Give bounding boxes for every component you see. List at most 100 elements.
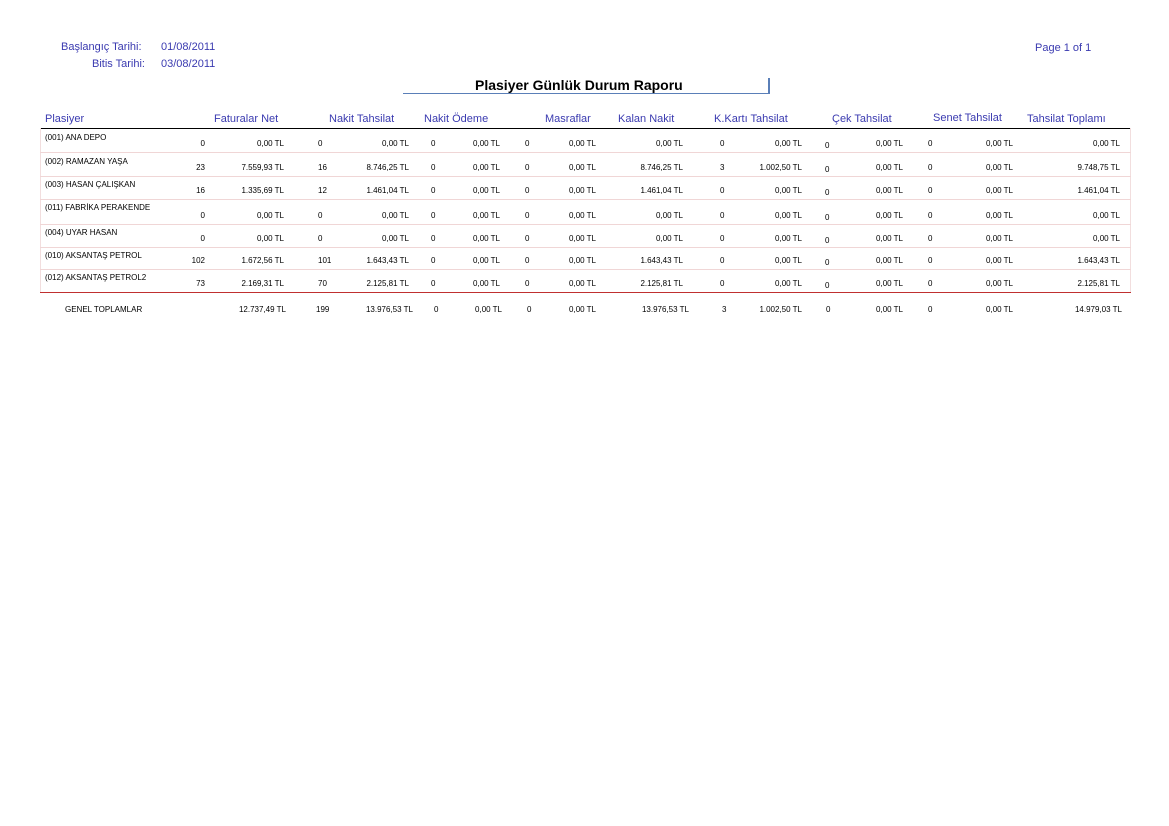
report-title: Plasiyer Günlük Durum Raporu [475,77,683,93]
totals-no-count: 0 [434,305,439,314]
no-count: 0 [431,163,436,172]
plasiyer-name: (004) UYAR HASAN [45,228,118,237]
nt-count: 101 [318,256,332,265]
kk-count: 0 [720,211,725,220]
totals-m-count: 0 [527,305,532,314]
kk-amount: 0,00 TL [775,139,802,148]
nt-amount: 0,00 TL [382,234,409,243]
row-divider [40,269,1131,270]
totals-kalan: 13.976,53 TL [641,305,689,314]
s-count: 0 [928,186,933,195]
s-amount: 0,00 TL [986,163,1013,172]
s-amount: 0,00 TL [986,234,1013,243]
faturalar-count: 73 [196,279,205,288]
m-count: 0 [525,234,530,243]
c-amount: 0,00 TL [876,163,903,172]
nt-count: 16 [318,163,327,172]
plasiyer-name: (012) AKSANTAŞ PETROL2 [45,273,147,282]
kalan-nakit: 8.746,25 TL [640,163,683,172]
row-divider [40,176,1131,177]
kk-amount: 1.002,50 TL [759,163,802,172]
s-count: 0 [928,139,933,148]
faturalar-count: 0 [200,139,205,148]
nt-amount: 1.643,43 TL [366,256,409,265]
totals-c-amount: 0,00 TL [876,305,903,314]
kk-count: 0 [720,234,725,243]
totals-nt-amount: 13.976,53 TL [365,305,413,314]
kalan-nakit: 1.461,04 TL [640,186,683,195]
m-count: 0 [525,211,530,220]
no-amount: 0,00 TL [473,186,500,195]
nt-amount: 1.461,04 TL [366,186,409,195]
tahsilat-toplam: 1.461,04 TL [1077,186,1120,195]
faturalar-amount: 1.335,69 TL [241,186,284,195]
totals-label: GENEL TOPLAMLAR [65,305,143,314]
kalan-nakit: 1.643,43 TL [640,256,683,265]
row-divider [40,199,1131,200]
tahsilat-toplam: 0,00 TL [1093,139,1120,148]
totals-c-count: 0 [826,305,831,314]
faturalar-amount: 7.559,93 TL [241,163,284,172]
m-amount: 0,00 TL [569,163,596,172]
m-amount: 0,00 TL [569,211,596,220]
faturalar-count: 102 [191,256,205,265]
kalan-nakit: 0,00 TL [656,211,683,220]
c-count: 0 [825,281,830,290]
s-amount: 0,00 TL [986,279,1013,288]
plasiyer-name: (002) RAMAZAN YAŞA [45,157,128,166]
kk-count: 0 [720,279,725,288]
faturalar-amount: 0,00 TL [257,211,284,220]
m-amount: 0,00 TL [569,186,596,195]
kk-amount: 0,00 TL [775,279,802,288]
kalan-nakit: 0,00 TL [656,234,683,243]
s-count: 0 [928,163,933,172]
tahsilat-toplam: 9.748,75 TL [1077,163,1120,172]
m-amount: 0,00 TL [569,256,596,265]
no-count: 0 [431,234,436,243]
s-amount: 0,00 TL [986,256,1013,265]
c-amount: 0,00 TL [876,186,903,195]
col-cek: Çek Tahsilat [832,113,892,125]
m-amount: 0,00 TL [569,139,596,148]
kk-amount: 0,00 TL [775,211,802,220]
c-count: 0 [825,165,830,174]
kk-count: 0 [720,139,725,148]
nt-amount: 8.746,25 TL [366,163,409,172]
nt-amount: 0,00 TL [382,211,409,220]
faturalar-amount: 0,00 TL [257,234,284,243]
row-divider [40,224,1131,225]
no-amount: 0,00 TL [473,279,500,288]
plasiyer-name: (003) HASAN ÇALIŞKAN [45,180,136,189]
col-toplam: Tahsilat Toplamı [1027,113,1106,125]
c-amount: 0,00 TL [876,211,903,220]
col-masraflar: Masraflar [545,113,591,125]
plasiyer-name: (010) AKSANTAŞ PETROL [45,251,142,260]
c-count: 0 [825,213,830,222]
kk-amount: 0,00 TL [775,186,802,195]
no-amount: 0,00 TL [473,139,500,148]
nt-amount: 2.125,81 TL [366,279,409,288]
m-amount: 0,00 TL [569,234,596,243]
table-frame-right [1130,128,1131,292]
kalan-nakit: 0,00 TL [656,139,683,148]
nt-count: 0 [318,211,323,220]
c-amount: 0,00 TL [876,234,903,243]
faturalar-amount: 1.672,56 TL [241,256,284,265]
m-count: 0 [525,139,530,148]
m-amount: 0,00 TL [569,279,596,288]
title-underline [403,93,769,94]
tahsilat-toplam: 0,00 TL [1093,211,1120,220]
col-faturalar: Faturalar Net [214,113,279,125]
plasiyer-name: (011) FABRİKA PERAKENDE [45,203,151,212]
m-count: 0 [525,279,530,288]
faturalar-amount: 2.169,31 TL [241,279,284,288]
no-count: 0 [431,139,436,148]
c-amount: 0,00 TL [876,256,903,265]
totals-s-count: 0 [928,305,933,314]
totals-faturalar: 12.737,49 TL [238,305,286,314]
s-count: 0 [928,256,933,265]
col-plasiyer: Plasiyer [45,113,85,125]
s-count: 0 [928,211,933,220]
faturalar-count: 16 [196,186,205,195]
tahsilat-toplam: 1.643,43 TL [1077,256,1120,265]
